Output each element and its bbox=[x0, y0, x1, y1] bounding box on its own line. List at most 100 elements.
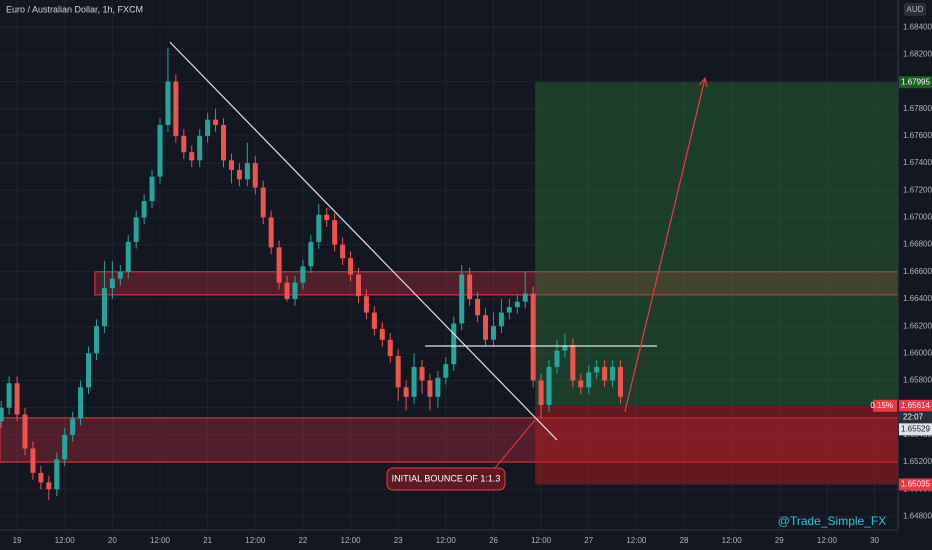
candle-body bbox=[570, 345, 576, 381]
stop-label: 1.65035 bbox=[901, 480, 930, 489]
candle-body bbox=[387, 339, 393, 357]
candle-body bbox=[221, 125, 227, 161]
candle-body bbox=[475, 298, 481, 316]
target-label: 1.67995 bbox=[901, 77, 930, 86]
arrow-head bbox=[698, 76, 708, 88]
candle-body bbox=[38, 472, 44, 483]
candle-body bbox=[236, 169, 242, 180]
candle-body bbox=[300, 266, 306, 283]
x-tick-label: 22 bbox=[298, 536, 307, 545]
candle-body bbox=[419, 366, 425, 381]
candle-body bbox=[54, 459, 60, 490]
x-tick-label: 27 bbox=[584, 536, 593, 545]
x-tick-label: 19 bbox=[13, 536, 22, 545]
y-tick-label: 1.66400 bbox=[903, 294, 932, 303]
candle-body bbox=[554, 350, 560, 367]
candle-body bbox=[109, 278, 115, 289]
candle-body bbox=[197, 135, 203, 161]
x-tick-label: 23 bbox=[394, 536, 403, 545]
x-tick-label: 30 bbox=[870, 536, 879, 545]
price-axis bbox=[898, 0, 932, 550]
candle-body bbox=[546, 366, 552, 405]
currency-badge bbox=[904, 3, 926, 16]
candle-body bbox=[594, 366, 600, 373]
candle-body bbox=[30, 448, 36, 473]
y-tick-label: 1.68200 bbox=[903, 49, 932, 58]
candle-body bbox=[133, 217, 139, 242]
candle-body bbox=[602, 366, 608, 381]
target-tag bbox=[899, 76, 932, 89]
candle-body bbox=[189, 152, 195, 161]
candle-body bbox=[530, 293, 536, 381]
candle-body bbox=[141, 201, 147, 218]
candle-body bbox=[483, 315, 489, 340]
candle-body bbox=[157, 125, 163, 177]
candle-body bbox=[340, 244, 346, 259]
candle-body bbox=[562, 345, 568, 351]
x-tick-label: 12:00 bbox=[245, 536, 266, 545]
candle-body bbox=[252, 163, 258, 188]
candle-body bbox=[578, 380, 584, 388]
candle-body bbox=[117, 271, 123, 279]
candle-body bbox=[125, 241, 131, 272]
y-tick-label: 1.66200 bbox=[903, 321, 932, 330]
candle-body bbox=[46, 482, 52, 490]
candle-body bbox=[324, 214, 330, 221]
candle-body bbox=[276, 247, 282, 283]
candle-body bbox=[538, 380, 544, 405]
y-tick-label: 1.64800 bbox=[903, 512, 932, 521]
candle-body bbox=[268, 217, 274, 248]
candle-body bbox=[411, 366, 417, 397]
x-tick-label: 12:00 bbox=[150, 536, 171, 545]
candle-body bbox=[284, 282, 290, 299]
time-axis bbox=[0, 530, 898, 550]
candle-body bbox=[348, 258, 354, 275]
countdown: 22:07 bbox=[903, 412, 924, 421]
candle-body bbox=[78, 387, 84, 419]
y-tick-label: 1.67600 bbox=[903, 131, 932, 140]
countdown-tag bbox=[899, 411, 932, 424]
candle-body bbox=[149, 176, 155, 202]
stop-area bbox=[535, 405, 898, 485]
candle-body bbox=[435, 377, 441, 397]
y-tick-label: 1.66800 bbox=[903, 240, 932, 249]
x-tick-label: 12:00 bbox=[341, 536, 362, 545]
candle-body bbox=[498, 312, 504, 327]
last-price-label: 1.65529 bbox=[901, 424, 930, 433]
candle-body bbox=[451, 323, 457, 365]
y-tick-label: 1.65800 bbox=[903, 376, 932, 385]
candle-body bbox=[70, 418, 76, 435]
candle-body bbox=[86, 353, 92, 388]
candle-body bbox=[332, 220, 338, 245]
candle-body bbox=[228, 160, 234, 170]
trendline bbox=[169, 41, 558, 441]
candle-body bbox=[292, 282, 298, 299]
candle-body bbox=[443, 364, 449, 378]
candle-body bbox=[467, 274, 473, 299]
candle-body bbox=[618, 366, 624, 397]
y-tick-label: 1.68400 bbox=[903, 22, 932, 31]
annotation: INITIAL BOUNCE OF 1:1.3 bbox=[392, 473, 501, 483]
y-tick-label: 1.67800 bbox=[903, 104, 932, 113]
candle-body bbox=[93, 326, 99, 354]
x-tick-label: 12:00 bbox=[626, 536, 647, 545]
candle-body bbox=[101, 288, 107, 327]
watermark: @Trade_Simple_FX bbox=[778, 514, 886, 528]
stop-tag bbox=[899, 478, 932, 491]
candle-body bbox=[14, 383, 20, 415]
annotation-connector bbox=[494, 419, 536, 469]
annotation-box bbox=[386, 467, 506, 491]
y-tick-label: 1.67000 bbox=[903, 213, 932, 222]
x-tick-label: 26 bbox=[489, 536, 498, 545]
entry-tag bbox=[899, 399, 932, 412]
currency: AUD bbox=[907, 5, 924, 14]
candle-body bbox=[514, 301, 520, 308]
candle-body bbox=[427, 380, 433, 397]
chart-title: Euro / Australian Dollar, 1h, FXCM bbox=[6, 4, 143, 14]
entry-label: 1.65614 bbox=[901, 401, 930, 410]
x-tick-label: 28 bbox=[680, 536, 689, 545]
candle-body bbox=[181, 135, 187, 153]
candle-body bbox=[363, 296, 369, 313]
candle-body bbox=[213, 119, 219, 126]
